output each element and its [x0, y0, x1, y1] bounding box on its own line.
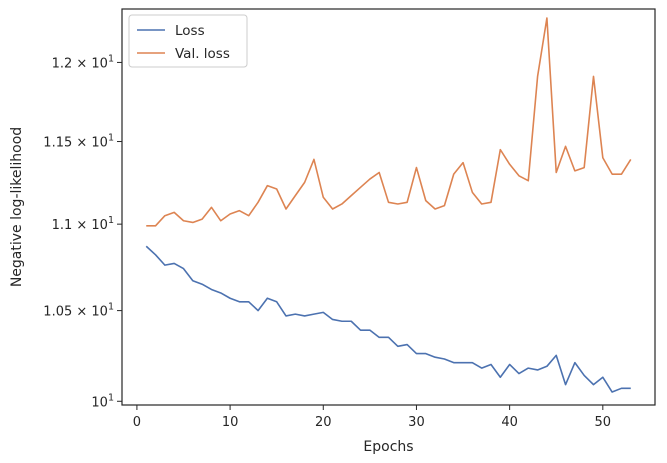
y-tick-label: 1.1 × 101	[52, 215, 114, 233]
y-tick-label: 1.05 × 101	[43, 302, 114, 320]
plot-frame	[121, 8, 656, 406]
legend-label-loss: Loss	[175, 23, 205, 39]
series-line-val-loss	[146, 17, 632, 227]
legend: Loss Val. loss	[128, 14, 248, 68]
x-tick-label: 30	[408, 415, 425, 430]
x-tick-label: 10	[222, 415, 239, 430]
legend-label-val-loss: Val. loss	[175, 46, 230, 62]
y-tick-label: 101	[91, 392, 114, 410]
y-tick-label: 1.2 × 101	[52, 53, 114, 71]
y-axis-label: Negative log-likelihood	[9, 127, 25, 287]
series-line-loss	[145, 245, 631, 393]
x-tick-label: 20	[315, 415, 332, 430]
x-axis-label: Epochs	[363, 439, 413, 455]
x-tick-label: 50	[595, 415, 612, 430]
y-axis-ticks: 101 1.05 × 101 1.1 × 101 1.15 × 101 1.2 × 10…	[43, 53, 122, 410]
legend-frame	[128, 14, 248, 68]
y-tick-label: 1.15 × 101	[43, 133, 114, 151]
x-axis-ticks: 0 10 20 30 40 50	[133, 405, 611, 430]
x-tick-label: 0	[133, 415, 141, 430]
x-tick-label: 40	[501, 415, 518, 430]
plot-lines	[145, 17, 632, 393]
